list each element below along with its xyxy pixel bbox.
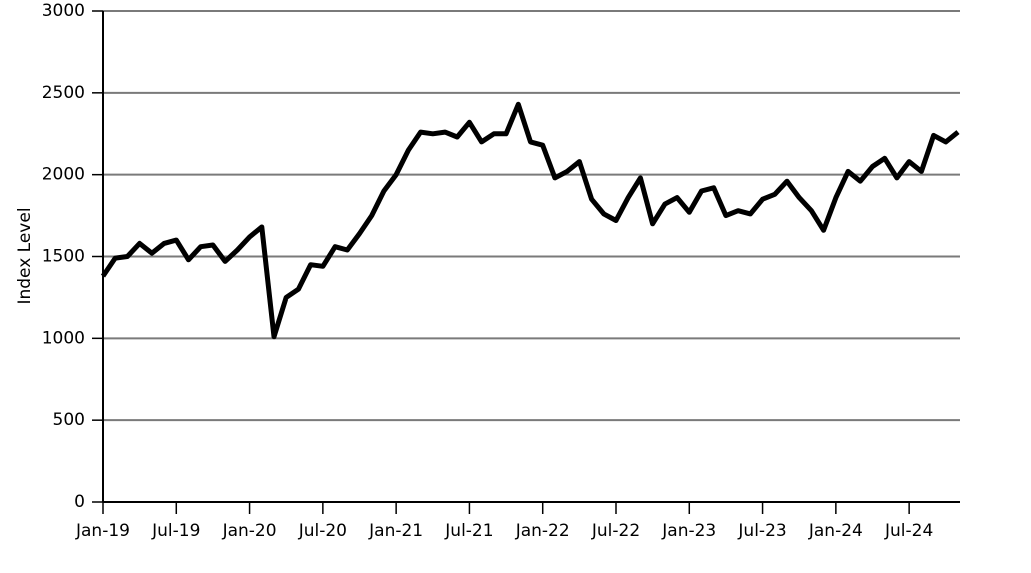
data-line xyxy=(100,101,960,340)
x-tick-label: Jul-20 xyxy=(298,521,347,541)
x-tick-label: Jul-24 xyxy=(884,521,933,541)
x-tick-label: Jan-19 xyxy=(75,521,130,541)
x-tick-label: Jul-23 xyxy=(737,521,786,541)
x-tick-label: Jan-23 xyxy=(661,521,716,541)
y-tick-label: 1500 xyxy=(42,247,85,267)
y-tick-label: 2500 xyxy=(42,83,85,103)
x-tick-label: Jan-24 xyxy=(808,521,863,541)
y-tick-label: 1000 xyxy=(42,328,85,348)
x-tick-label: Jan-21 xyxy=(368,521,423,541)
x-tick-label: Jan-20 xyxy=(222,521,277,541)
y-tick-label: 3000 xyxy=(42,1,85,21)
y-tick-label: 500 xyxy=(53,410,85,430)
x-tick-label: Jan-22 xyxy=(515,521,570,541)
x-tick-label: Jul-22 xyxy=(591,521,640,541)
x-tick-label: Jul-21 xyxy=(444,521,493,541)
y-tick-label: 0 xyxy=(74,492,85,512)
y-tick-label: 2000 xyxy=(42,165,85,185)
y-axis-label: Index Level xyxy=(15,207,35,304)
x-tick-label: Jul-19 xyxy=(151,521,200,541)
